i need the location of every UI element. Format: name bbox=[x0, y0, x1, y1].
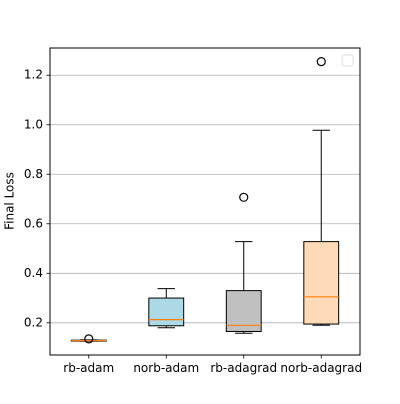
x-tick-label: norb-adagrad bbox=[280, 361, 362, 375]
box-layer bbox=[70, 57, 340, 344]
plot-frame bbox=[49, 47, 361, 356]
legend-box bbox=[341, 54, 354, 67]
y-tick-label: 0.6 bbox=[24, 216, 43, 230]
x-tick-label: rb-adagrad bbox=[210, 361, 277, 375]
y-tick-label: 0.8 bbox=[24, 167, 43, 181]
box-iqr bbox=[148, 297, 185, 327]
x-tick-label: rb-adam bbox=[63, 361, 114, 375]
y-axis-ticks: 0.2 0.4 0.6 0.8 1.0 1.2 bbox=[24, 68, 50, 329]
x-tick-label: norb-adam bbox=[133, 361, 199, 375]
x-axis-ticks: rb-adam norb-adam rb-adagrad norb-adagrad bbox=[63, 355, 362, 375]
outlier-point bbox=[316, 57, 326, 67]
box-rb-adagrad bbox=[225, 192, 262, 334]
y-tick-label: 1.0 bbox=[24, 117, 43, 131]
y-axis-label: Final Loss bbox=[3, 172, 17, 230]
outlier-point bbox=[84, 334, 94, 344]
y-tick-label: 0.2 bbox=[24, 315, 43, 329]
outlier-point bbox=[239, 192, 249, 202]
box-rb-adam bbox=[70, 334, 107, 344]
box-norb-adagrad bbox=[303, 57, 340, 326]
box-norb-adam bbox=[148, 288, 185, 329]
box-iqr bbox=[225, 290, 262, 332]
box-iqr bbox=[303, 241, 340, 325]
y-tick-label: 1.2 bbox=[24, 68, 43, 82]
y-tick-label: 0.4 bbox=[24, 266, 43, 280]
